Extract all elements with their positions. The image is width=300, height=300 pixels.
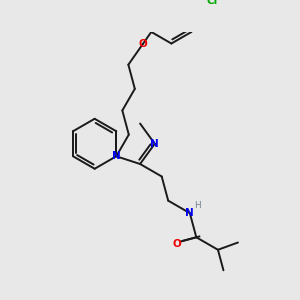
Text: O: O (173, 239, 182, 249)
Text: O: O (138, 39, 147, 49)
Text: Cl: Cl (207, 0, 218, 6)
Text: H: H (194, 202, 200, 211)
Text: N: N (150, 139, 159, 149)
Text: N: N (112, 151, 121, 161)
Text: N: N (185, 208, 194, 218)
